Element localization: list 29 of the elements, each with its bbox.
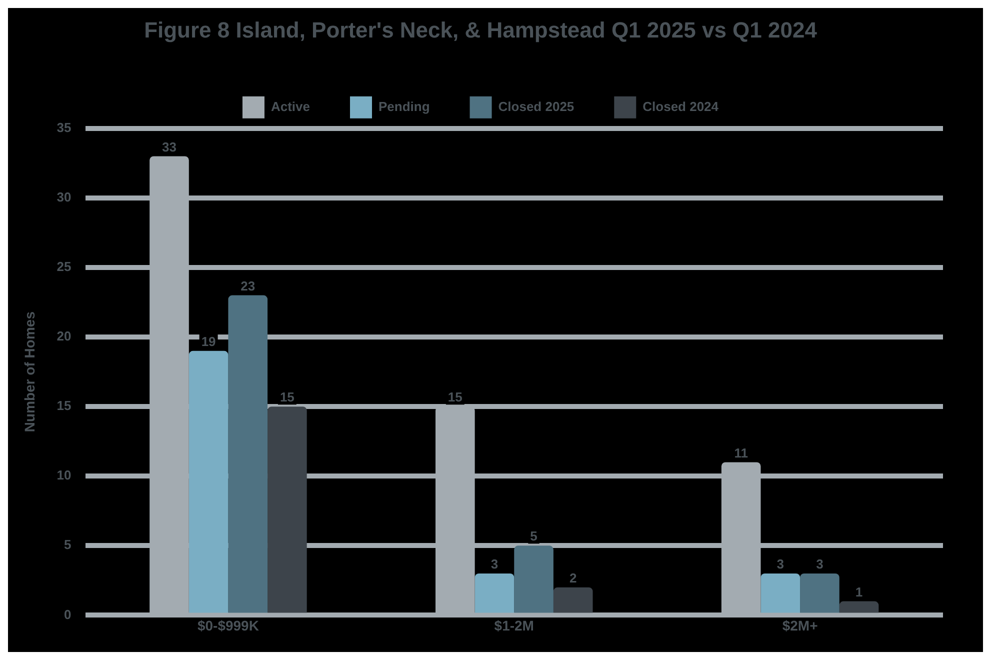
data-label: 23 (240, 278, 256, 294)
data-label: 19 (201, 334, 216, 350)
y-tick-label: 15 (56, 398, 72, 414)
y-tick-label: 10 (56, 468, 72, 483)
legend-label: Closed 2024 (642, 98, 720, 114)
legend-label: Closed 2025 (498, 98, 574, 114)
data-label: 5 (530, 528, 538, 544)
x-tick-label: $1-2M (494, 617, 534, 634)
chart-title: Figure 8 Island, Porter's Neck, & Hampstead Q1 2025 vs Q1 2024 (144, 17, 818, 42)
data-label: 2 (569, 570, 577, 586)
x-tick-label: $0-$999K (197, 617, 259, 634)
data-label: 3 (776, 556, 784, 572)
y-tick-label: 5 (64, 537, 72, 552)
data-label: 33 (162, 139, 176, 154)
y-axis-title: Number of Homes (21, 311, 38, 432)
data-label: 3 (816, 556, 824, 572)
legend-label: Active (270, 98, 310, 114)
y-tick-label: 25 (56, 259, 72, 274)
legend-label: Pending (378, 98, 430, 114)
data-label: 1 (855, 584, 863, 600)
data-label: 15 (448, 390, 462, 405)
y-tick-label: 20 (56, 328, 72, 344)
y-tick-label: 30 (56, 190, 72, 205)
data-label: 15 (280, 390, 294, 405)
x-tick-label: $2M+ (782, 617, 818, 634)
y-tick-label: 35 (56, 120, 72, 135)
y-tick-label: 0 (64, 606, 72, 622)
data-label: 11 (734, 445, 748, 460)
data-label: 3 (490, 556, 498, 572)
